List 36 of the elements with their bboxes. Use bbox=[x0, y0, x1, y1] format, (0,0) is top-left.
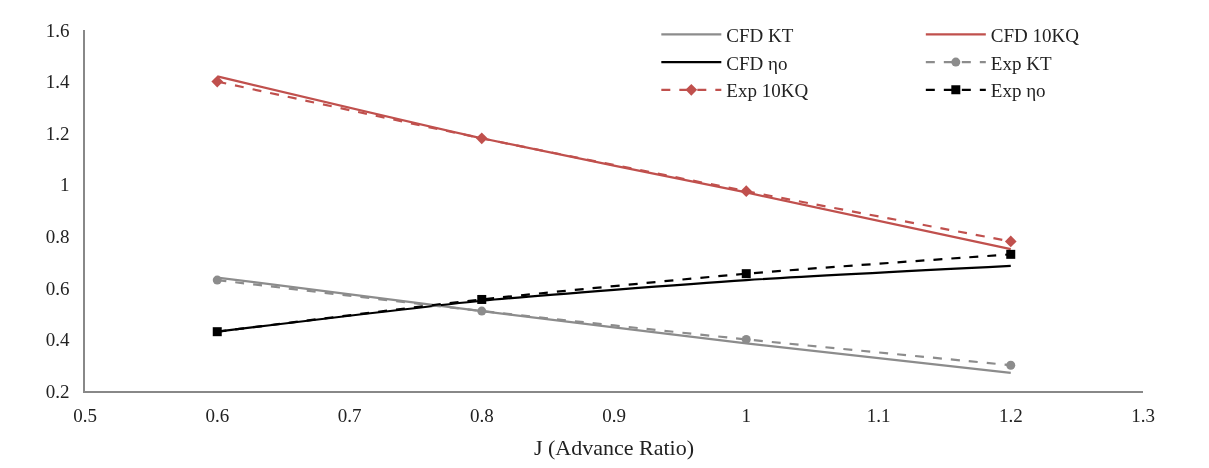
x-tick-label: 0.6 bbox=[205, 404, 230, 426]
y-tick-label: 0.4 bbox=[45, 329, 70, 351]
x-tick-label: 0.5 bbox=[73, 404, 97, 426]
legend-label: Exp KT bbox=[990, 52, 1052, 74]
x-tick-label: 1.3 bbox=[1131, 404, 1155, 426]
point bbox=[211, 75, 224, 88]
point bbox=[475, 132, 488, 145]
y-tick-label: 0.6 bbox=[45, 277, 70, 299]
x-tick-label: 1.1 bbox=[866, 404, 891, 426]
x-tick-label: 1 bbox=[741, 404, 751, 426]
x-tick-label: 1.2 bbox=[998, 404, 1023, 426]
point bbox=[212, 327, 222, 337]
x-tick-label: 0.9 bbox=[602, 404, 626, 426]
point bbox=[477, 294, 487, 304]
point bbox=[741, 269, 751, 279]
point bbox=[740, 185, 753, 198]
legend-label: Exp ηo bbox=[990, 80, 1046, 102]
y-tick-label: 1.4 bbox=[45, 71, 70, 93]
y-tick-label: 0.2 bbox=[45, 380, 70, 402]
point bbox=[1006, 249, 1016, 259]
point bbox=[1004, 235, 1017, 248]
y-tick-label: 1.2 bbox=[45, 122, 70, 144]
y-tick-label: 0.8 bbox=[45, 225, 70, 247]
point bbox=[212, 275, 222, 285]
legend-label: CFD KT bbox=[726, 24, 794, 46]
legend-label: CFD ηo bbox=[726, 52, 788, 74]
y-tick-label: 1 bbox=[59, 174, 70, 196]
point bbox=[741, 334, 751, 344]
point bbox=[477, 306, 487, 316]
x-tick-label: 0.8 bbox=[469, 404, 494, 426]
legend-label: CFD 10KQ bbox=[990, 24, 1080, 46]
y-tick-label: 1.6 bbox=[45, 19, 70, 41]
x-axis-title: J (Advance Ratio) bbox=[533, 434, 695, 460]
point bbox=[1006, 360, 1016, 370]
legend-label: Exp 10KQ bbox=[726, 80, 809, 102]
x-tick-label: 0.7 bbox=[337, 404, 362, 426]
